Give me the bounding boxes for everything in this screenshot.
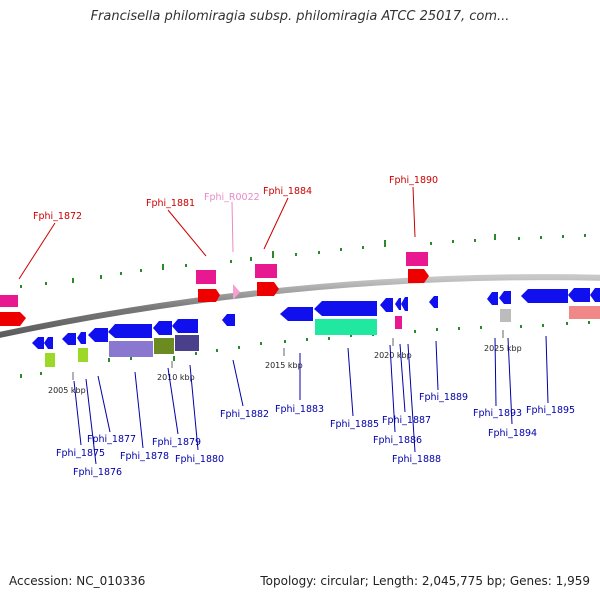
label-fphi-1886: Fphi_1886 [373,435,422,446]
gc-content-track [20,234,590,378]
scale-tick-2020: 2020 kbp [374,351,412,360]
gene-fphi-1879-b[interactable] [108,324,152,338]
scale-tick-2015: 2015 kbp [265,361,303,370]
label-fphi-1872: Fphi_1872 [33,211,82,222]
accession-text: Accession: NC_010336 [9,574,146,588]
label-fphi-1884: Fphi_1884 [263,186,312,197]
label-fphi-1888: Fphi_1888 [392,454,441,465]
gene-fphi-1884-a[interactable] [255,264,277,278]
upper-labels: Fphi_1872 Fphi_1881 Fphi_R0022 Fphi_1884… [18,175,438,280]
label-fphi-1893: Fphi_1893 [473,408,522,419]
label-fphi-1887: Fphi_1887 [382,415,431,426]
lower-label-texts: Fphi_1875 Fphi_1876 Fphi_1877 Fphi_1878 … [56,392,575,478]
scale-tick-2005: 2005 kbp [48,386,86,395]
scale-tick-2010: 2010 kbp [157,373,195,382]
gene-fphi-1872-b[interactable] [0,312,26,326]
scale-tick-2025: 2025 kbp [484,344,522,353]
label-fphi-1882: Fphi_1882 [220,409,269,420]
gene-fphi-1875[interactable] [32,337,44,349]
label-fphi-1885: Fphi_1885 [330,419,379,430]
gene-fphi-1889[interactable] [429,296,438,308]
label-fphi-1894: Fphi_1894 [488,428,537,439]
gene-fphi-1885[interactable] [314,301,377,316]
gene-fphi-1887[interactable] [395,298,401,310]
gene-fphi-1890-b[interactable] [408,269,429,283]
gene-fphi-1894[interactable] [499,291,511,304]
gene-fphi-1881-a[interactable] [196,270,216,284]
gene-fphi-1879-block[interactable] [154,338,174,354]
gene-fphi-1884-b[interactable] [257,282,279,296]
genome-backbone [0,274,600,338]
gene-fphi-1890-a[interactable] [406,252,428,266]
gene-fphi-1878-block[interactable] [109,341,153,357]
gene-fphi-1893[interactable] [487,292,498,305]
gene-fphi-r0022[interactable] [233,284,240,300]
label-fphi-1890: Fphi_1890 [389,175,438,186]
gene-fphi-1888[interactable] [401,297,408,311]
gene-fphi-1878-rna[interactable] [78,348,88,362]
gene-fphi-1883[interactable] [280,307,313,321]
gene-fphi-1886[interactable] [380,298,393,312]
gene-fphi-1876[interactable] [44,337,53,349]
label-fphi-1895: Fphi_1895 [526,405,575,416]
map-title: Francisella philomiragia subsp. philomir… [90,9,510,24]
label-fphi-r0022: Fphi_R0022 [204,192,260,203]
label-fphi-1878: Fphi_1878 [120,451,169,462]
gene-fphi-1880-block[interactable] [175,335,199,351]
gene-fphi-1878[interactable] [77,332,86,344]
gene-fphi-1895[interactable] [521,289,568,303]
label-fphi-1889: Fphi_1889 [419,392,468,403]
gene-fphi-1895-b[interactable] [568,288,590,302]
gene-fphi-1887-rna[interactable] [395,316,402,329]
gene-fphi-1894-block[interactable] [500,309,511,322]
label-fphi-1877: Fphi_1877 [87,434,136,445]
gene-fphi-1880-b[interactable] [172,319,198,333]
label-fphi-1881: Fphi_1881 [146,198,195,209]
gene-fphi-1896[interactable] [590,288,600,302]
gene-fphi-1895-block[interactable] [569,306,600,319]
forward-genes [0,252,429,326]
gene-fphi-1872-a[interactable] [0,295,18,307]
label-fphi-1876: Fphi_1876 [73,467,122,478]
label-fphi-1880: Fphi_1880 [175,454,224,465]
gene-fphi-1881-b[interactable] [198,289,220,302]
label-fphi-1883: Fphi_1883 [275,404,324,415]
genome-summary-text: Topology: circular; Length: 2,045,775 bp… [260,574,590,588]
lower-labels [73,335,549,465]
gene-fphi-1879[interactable] [88,328,108,342]
gene-fphi-1882[interactable] [222,314,235,326]
label-fphi-1875: Fphi_1875 [56,448,105,459]
label-fphi-1879: Fphi_1879 [152,437,201,448]
scale-axis: 2005 kbp 2010 kbp 2015 kbp 2020 kbp 2025… [48,330,522,395]
gene-fphi-1880-a[interactable] [153,321,172,335]
reverse-genes [32,288,600,367]
gene-fphi-1885-block[interactable] [315,319,377,335]
gene-fphi-1877[interactable] [62,333,76,345]
gene-fphi-1877-rna[interactable] [45,353,55,367]
